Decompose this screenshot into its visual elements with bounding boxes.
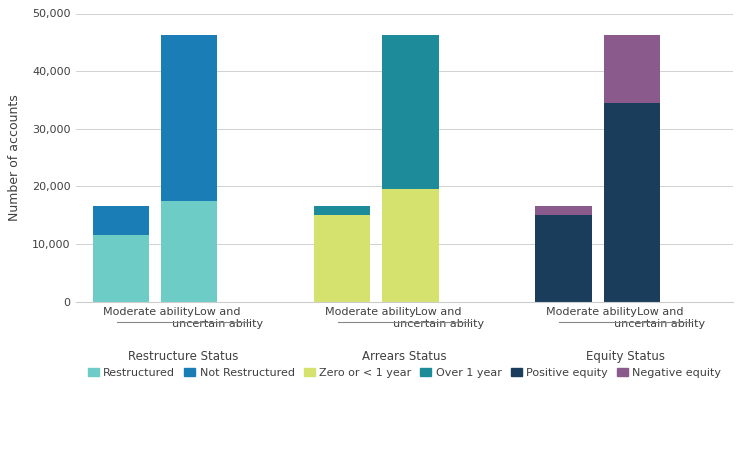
- Text: Arrears Status: Arrears Status: [362, 351, 447, 364]
- Text: Restructure Status: Restructure Status: [128, 351, 238, 364]
- Bar: [535, 207, 592, 215]
- Text: Equity Status: Equity Status: [587, 351, 665, 364]
- Bar: [383, 35, 438, 189]
- Bar: [161, 35, 217, 201]
- Bar: [314, 207, 370, 215]
- Bar: [92, 235, 149, 302]
- Legend: Restructured, Not Restructured, Zero or < 1 year, Over 1 year, Positive equity, : Restructured, Not Restructured, Zero or …: [83, 363, 726, 382]
- Bar: [535, 215, 592, 302]
- Bar: [161, 201, 217, 302]
- Bar: [383, 189, 438, 302]
- Bar: [604, 103, 660, 302]
- Bar: [314, 215, 370, 302]
- Y-axis label: Number of accounts: Number of accounts: [8, 94, 21, 221]
- Bar: [604, 35, 660, 103]
- Bar: [92, 207, 149, 235]
